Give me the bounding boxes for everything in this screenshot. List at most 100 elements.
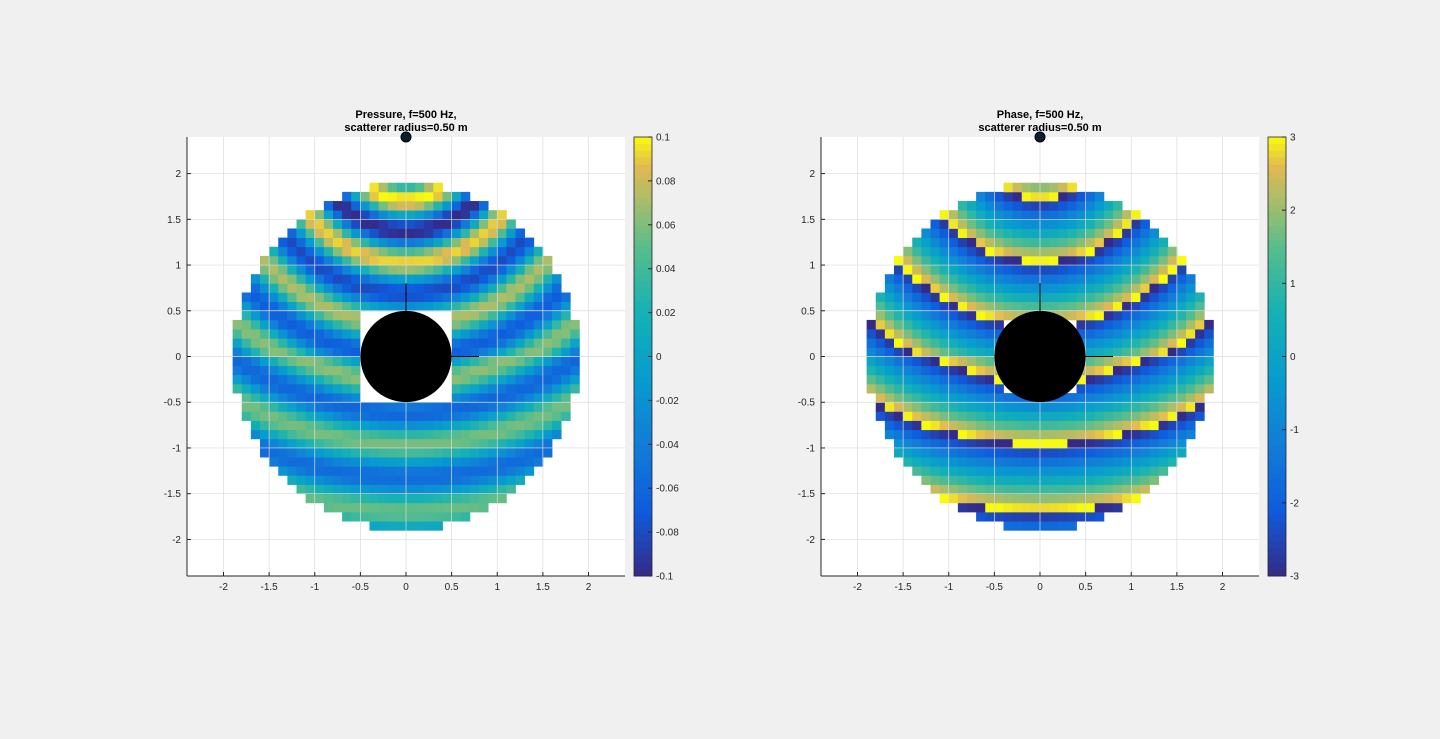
- heatmap-cell: [424, 457, 434, 467]
- heatmap-cell: [360, 265, 370, 275]
- heatmap-cell: [948, 310, 959, 321]
- heatmap-cell: [460, 329, 471, 339]
- heatmap-cell: [250, 393, 261, 403]
- heatmap-cell: [1003, 393, 1014, 403]
- heatmap-cell: [296, 393, 307, 403]
- heatmap-cell: [232, 329, 243, 339]
- heatmap-cell: [1058, 255, 1068, 266]
- heatmap-cell: [1021, 283, 1032, 293]
- heatmap-cell: [921, 329, 931, 339]
- heatmap-cell: [1012, 228, 1023, 239]
- heatmap-cell: [396, 246, 407, 257]
- heatmap-cell: [903, 283, 913, 293]
- heatmap-cell: [1131, 283, 1141, 293]
- heatmap-cell: [387, 219, 398, 229]
- heatmap-cell: [957, 283, 968, 293]
- heatmap-cell: [451, 493, 462, 504]
- heatmap-cell: [378, 502, 389, 513]
- heatmap-cell: [930, 429, 941, 440]
- heatmap-cell: [967, 383, 977, 394]
- heatmap-cell: [570, 338, 580, 348]
- heatmap-cell: [333, 319, 343, 330]
- heatmap-cell: [957, 201, 968, 211]
- heatmap-cell: [1103, 484, 1114, 495]
- heatmap-cell: [894, 292, 904, 303]
- heatmap-cell: [939, 237, 950, 248]
- heatmap-cell: [533, 383, 544, 394]
- x-tick-label: 0: [1037, 582, 1043, 593]
- heatmap-cell: [976, 201, 986, 211]
- heatmap-cell: [1058, 502, 1068, 513]
- heatmap-cell: [451, 191, 462, 202]
- heatmap-cell: [342, 237, 352, 248]
- heatmap-cell: [387, 237, 398, 248]
- heatmap-cell: [250, 429, 261, 440]
- colorbar-segment: [634, 562, 652, 570]
- heatmap-cell: [542, 356, 553, 367]
- heatmap-cell: [976, 338, 986, 348]
- heatmap-cell: [278, 466, 288, 476]
- heatmap-cell: [1103, 237, 1114, 248]
- heatmap-cell: [1076, 429, 1087, 440]
- heatmap-cell: [948, 228, 959, 239]
- heatmap-cell: [1140, 475, 1150, 485]
- heatmap-cell: [1113, 502, 1123, 513]
- heatmap-cell: [1094, 329, 1105, 339]
- heatmap-cell: [994, 402, 1004, 412]
- colorbar-segment: [1268, 164, 1286, 172]
- heatmap-cell: [442, 475, 453, 485]
- heatmap-cell: [1122, 393, 1132, 403]
- heatmap-cell: [497, 274, 507, 284]
- heatmap-cell: [278, 420, 288, 431]
- y-tick-label: -0.5: [798, 398, 816, 409]
- heatmap-cell: [424, 521, 434, 531]
- heatmap-cell: [884, 274, 895, 284]
- heatmap-cell: [1030, 191, 1041, 202]
- heatmap-cell: [396, 265, 407, 275]
- colorbar-segment: [634, 397, 652, 406]
- heatmap-cell: [1085, 219, 1096, 229]
- colorbar-segment: [634, 274, 652, 282]
- x-tick-label: 0.5: [445, 582, 459, 593]
- heatmap-cell: [287, 255, 297, 266]
- heatmap-cell: [314, 393, 325, 403]
- heatmap-cell: [351, 274, 361, 284]
- heatmap-cell: [278, 457, 288, 467]
- heatmap-cell: [479, 246, 489, 257]
- heatmap-cell: [903, 301, 913, 312]
- heatmap-cell: [378, 301, 389, 312]
- colorbar-segment: [1268, 308, 1286, 316]
- heatmap-cell: [415, 265, 425, 275]
- heatmap-cell: [976, 457, 986, 467]
- heatmap-cell: [1058, 310, 1068, 321]
- x-tick-label: -1: [310, 582, 319, 593]
- heatmap-cell: [1176, 365, 1187, 376]
- heatmap-cell: [939, 228, 950, 239]
- heatmap-cell: [903, 347, 913, 357]
- heatmap-cell: [1094, 466, 1105, 476]
- heatmap-cell: [985, 191, 995, 202]
- heatmap-cell: [1103, 338, 1114, 348]
- heatmap-cell: [985, 274, 995, 284]
- heatmap-cell: [533, 347, 544, 357]
- heatmap-cell: [542, 447, 553, 458]
- heatmap-cell: [552, 292, 562, 303]
- heatmap-cell: [967, 265, 977, 275]
- heatmap-cell: [278, 393, 288, 403]
- heatmap-cell: [278, 374, 288, 385]
- heatmap-cell: [976, 383, 986, 394]
- heatmap-cell: [884, 329, 895, 339]
- heatmap-cell: [1058, 265, 1068, 275]
- colorbar-segment: [1268, 150, 1286, 159]
- heatmap-cell: [232, 356, 243, 367]
- heatmap-cell: [497, 283, 507, 293]
- heatmap-cell: [1049, 265, 1059, 275]
- heatmap-cell: [406, 447, 416, 458]
- heatmap-cell: [497, 438, 507, 449]
- heatmap-cell: [1113, 228, 1123, 239]
- heatmap-cell: [1131, 310, 1141, 321]
- heatmap-cell: [433, 255, 443, 266]
- heatmap-cell: [323, 219, 334, 229]
- colorbar-segment: [1268, 322, 1286, 330]
- heatmap-cell: [552, 420, 562, 431]
